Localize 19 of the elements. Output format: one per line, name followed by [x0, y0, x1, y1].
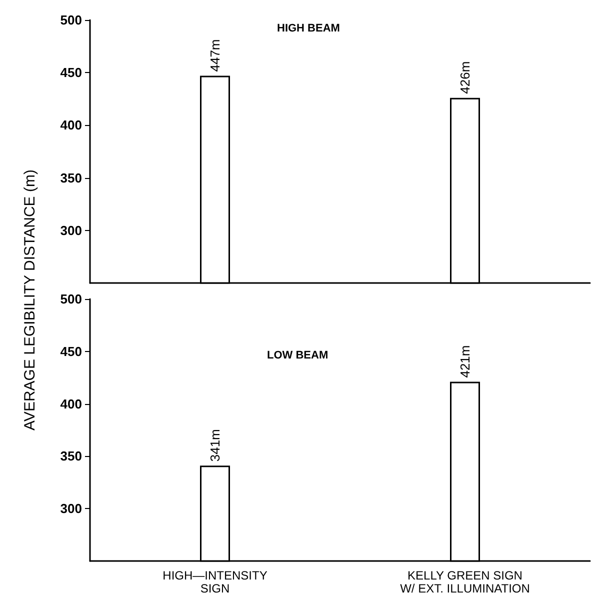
- y-tick-label: 450: [60, 65, 82, 80]
- x-tick-label: HIGH—INTENSITY SIGN: [162, 568, 268, 596]
- y-tick-label: 400: [60, 118, 82, 133]
- y-axis-title: AVERAGE LEGIBILITY DISTANCE (m): [22, 170, 38, 430]
- x-tick-label: KELLY GREEN SIGN W/ EXT. ILLUMINATION: [400, 568, 530, 596]
- y-tick-label: 300: [60, 501, 82, 516]
- y-tick-label: 400: [60, 396, 82, 412]
- y-tick-label: 350: [60, 170, 82, 186]
- y-tick-label: 500: [60, 12, 82, 28]
- y-tick-label: 500: [60, 292, 82, 306]
- data-label: 421m: [458, 345, 472, 378]
- chart-title: HIGH BEAM: [277, 22, 340, 34]
- y-tick-label: 350: [60, 448, 82, 464]
- data-label: 341m: [208, 429, 222, 462]
- data-label: 447m: [208, 39, 222, 72]
- y-tick-label: 300: [60, 222, 82, 238]
- data-label: 426m: [458, 61, 472, 94]
- y-tick-label: 450: [60, 344, 82, 359]
- text: LOW BEAM: [267, 350, 328, 362]
